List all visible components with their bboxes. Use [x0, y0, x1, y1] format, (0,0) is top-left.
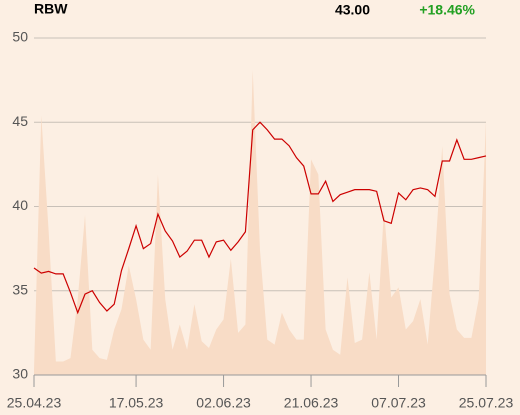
y-tick-label: 45 — [12, 113, 28, 129]
y-tick-label: 35 — [12, 281, 28, 297]
y-tick-label: 40 — [12, 197, 28, 213]
x-tick-label: 07.07.23 — [371, 395, 426, 411]
y-tick-label: 50 — [12, 29, 28, 45]
price: 43.00 — [335, 2, 370, 18]
volume-area — [34, 70, 486, 375]
y-tick-label: 30 — [12, 366, 28, 382]
x-tick-label: 25.07.23 — [459, 395, 514, 411]
x-tick-label: 25.04.23 — [7, 395, 62, 411]
x-tick-label: 17.05.23 — [109, 395, 164, 411]
symbol: RBW — [34, 1, 68, 17]
price-line — [33, 121, 487, 315]
x-tick-label: 02.06.23 — [196, 395, 251, 411]
change: +18.46% — [419, 2, 475, 18]
x-tick-label: 21.06.23 — [284, 395, 339, 411]
